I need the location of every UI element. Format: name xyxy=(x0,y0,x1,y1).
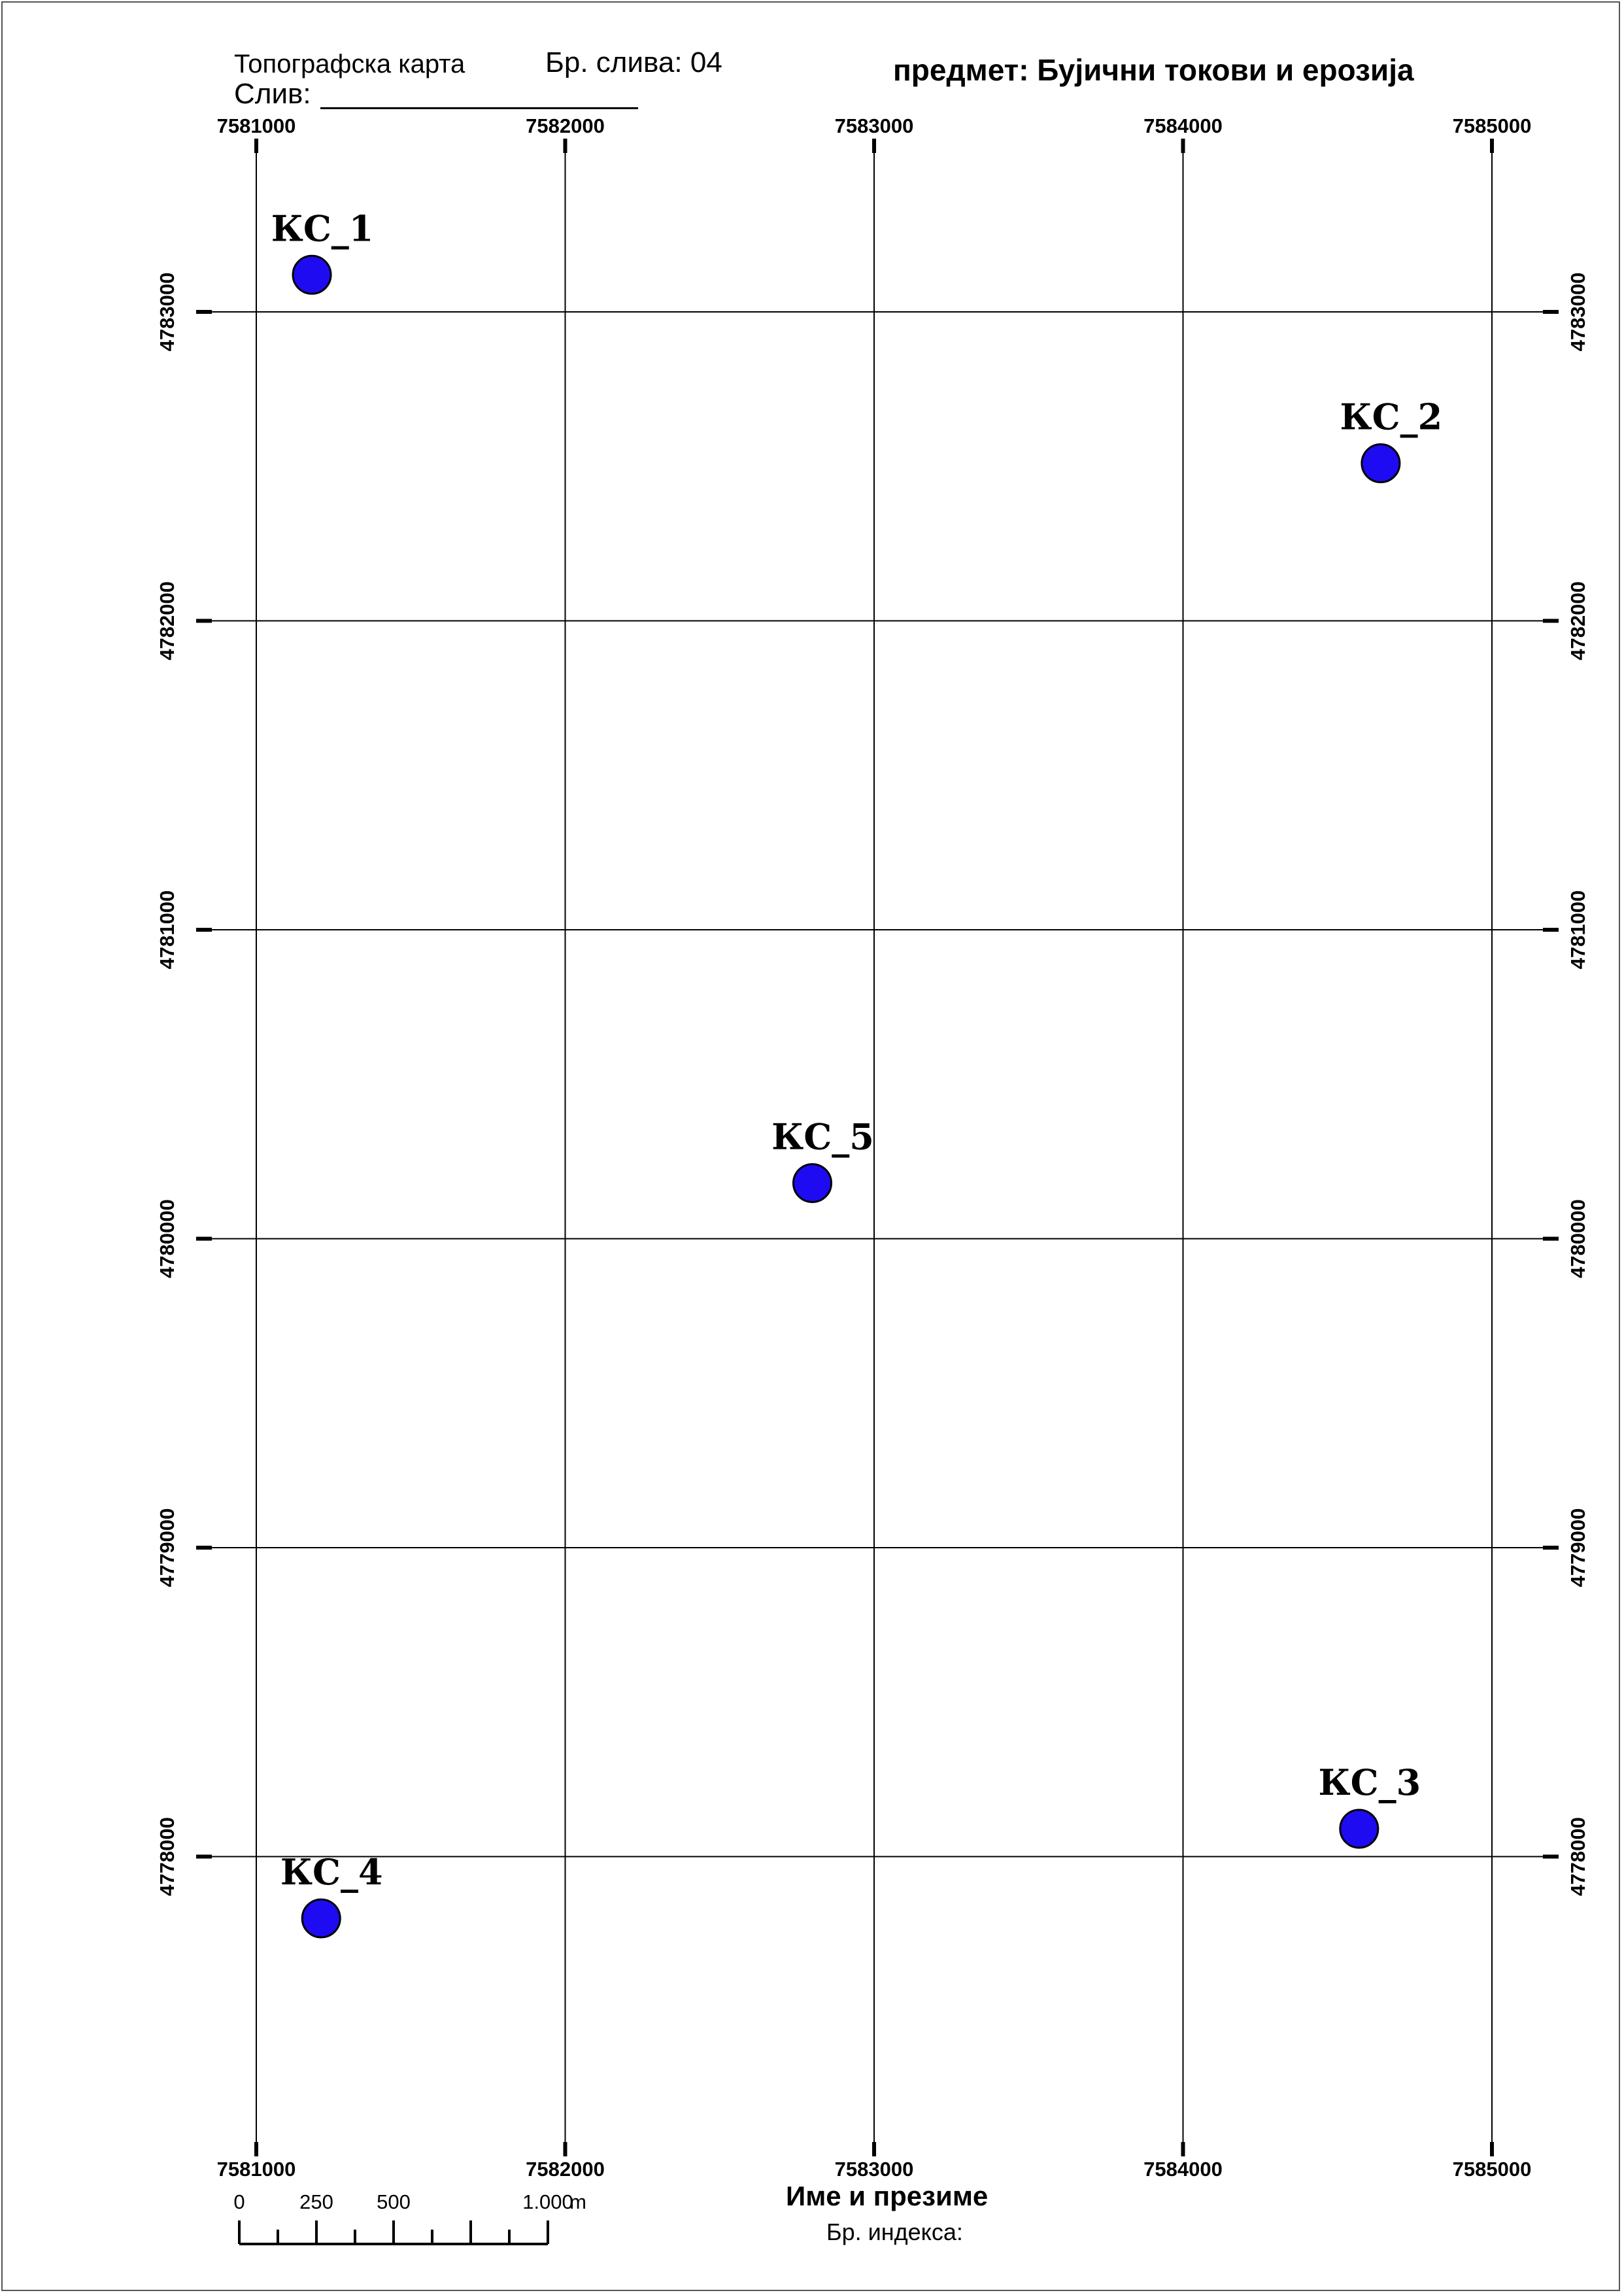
easting-label-top: 7584000 xyxy=(1143,114,1223,137)
point-marker xyxy=(792,1163,832,1203)
point-label: КС_5 xyxy=(771,1115,874,1157)
easting-label-top: 7583000 xyxy=(835,114,914,137)
northing-label-left: 4778000 xyxy=(156,1817,178,1896)
northing-label-right: 4782000 xyxy=(1566,581,1589,660)
northing-label-right: 4781000 xyxy=(1566,891,1589,970)
point-label: КС_2 xyxy=(1340,396,1443,438)
point-label: КС_3 xyxy=(1318,1761,1421,1803)
easting-label-top: 7581000 xyxy=(217,114,296,137)
scale-bar-tick-label: 500 xyxy=(377,2190,411,2213)
scale-bar-tick-label: 0 xyxy=(233,2190,245,2213)
scale-bar-tick-label: 1.000 xyxy=(522,2190,573,2213)
easting-label-top: 7582000 xyxy=(526,114,605,137)
point-label: КС_1 xyxy=(271,207,374,249)
easting-label-bottom: 7581000 xyxy=(217,2158,296,2181)
name-field-label: Име и презиме xyxy=(786,2181,989,2211)
sheet-number-label: Бр. слива: 04 xyxy=(545,46,722,78)
easting-label-bottom: 7582000 xyxy=(526,2158,605,2181)
point-marker xyxy=(1339,1809,1379,1849)
index-field-label: Бр. индекса: xyxy=(826,2218,963,2245)
basin-name-blank-line xyxy=(320,107,638,109)
point-label: КС_4 xyxy=(280,1851,383,1893)
northing-label-left: 4781000 xyxy=(156,891,178,970)
northing-label-left: 4779000 xyxy=(156,1508,178,1588)
scale-bar-tick-label: 250 xyxy=(299,2190,333,2213)
northing-label-right: 4780000 xyxy=(1566,1199,1589,1278)
point-marker xyxy=(292,254,332,295)
point-marker xyxy=(1361,443,1401,484)
northing-label-right: 4783000 xyxy=(1566,273,1589,352)
scale-bar-unit: m xyxy=(569,2190,586,2213)
easting-label-bottom: 7584000 xyxy=(1143,2158,1223,2181)
easting-label-bottom: 7583000 xyxy=(835,2158,914,2181)
northing-label-left: 4780000 xyxy=(156,1199,178,1278)
northing-label-right: 4778000 xyxy=(1566,1817,1589,1896)
easting-label-top: 7585000 xyxy=(1453,114,1532,137)
map-type-label: Топографска карта xyxy=(234,50,465,78)
easting-label-bottom: 7585000 xyxy=(1453,2158,1532,2181)
northing-label-left: 4783000 xyxy=(156,273,178,352)
northing-label-right: 4779000 xyxy=(1566,1508,1589,1588)
basin-label: Слив: xyxy=(234,78,311,110)
subject-title: предмет: Бујични токови и ерозија xyxy=(893,53,1414,87)
northing-label-left: 4782000 xyxy=(156,581,178,660)
point-marker xyxy=(301,1898,341,1939)
